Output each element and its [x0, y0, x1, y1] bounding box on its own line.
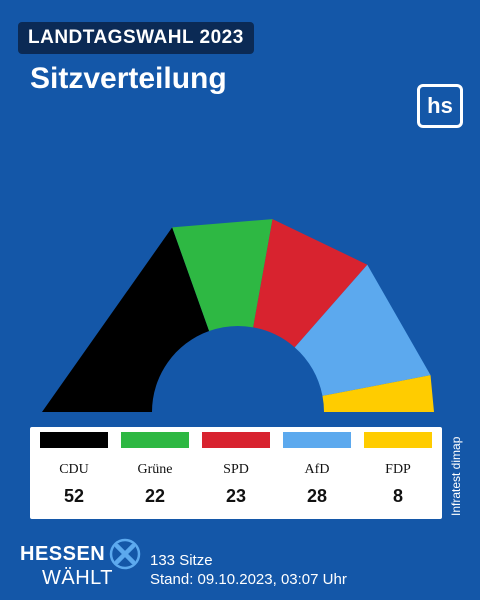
party-swatch-fdp: [364, 432, 432, 448]
seat-segment-fdp: [322, 375, 434, 412]
party-seats: 23: [225, 486, 247, 506]
party-column-afd: AfD 28: [277, 427, 357, 519]
ballot-cross-icon: [109, 538, 141, 570]
party-column-fdp: FDP 8: [358, 427, 438, 519]
seat-chart: [42, 219, 434, 412]
party-name: CDU: [59, 462, 89, 477]
chart-title: Sitzverteilung: [30, 62, 227, 95]
party-column-spd: SPD 23: [196, 427, 276, 519]
party-swatch-cdu: [40, 432, 108, 448]
party-name: SPD: [223, 462, 249, 477]
hessen-waehlt-logo: HESSEN WÄHLT: [20, 538, 141, 591]
party-name: Grüne: [137, 462, 173, 477]
seat-segment-gruene: [172, 219, 273, 331]
hs-logo: hs: [417, 84, 463, 128]
party-seats: 8: [392, 486, 403, 506]
seat-segment-spd: [253, 219, 368, 348]
total-seats-text: 133 Sitze: [150, 552, 213, 569]
seat-segment-afd: [294, 264, 431, 396]
party-legend-table: CDU 52 Grüne 22 SPD 23 AfD 28 FDP 8: [30, 427, 442, 519]
party-seats: 22: [144, 486, 166, 506]
source-credit: Infratest dimap: [449, 436, 463, 516]
party-seats: 28: [306, 486, 328, 506]
timestamp-text: Stand: 09.10.2023, 03:07 Uhr: [150, 571, 347, 588]
party-swatch-gruene: [121, 432, 189, 448]
party-name: FDP: [385, 462, 411, 477]
seat-segment-cdu: [42, 227, 210, 412]
brand-line-1: HESSEN: [20, 543, 106, 565]
party-swatch-spd: [202, 432, 270, 448]
election-badge: LANDTAGSWAHL 2023: [18, 22, 254, 54]
brand-line-2: WÄHLT: [42, 567, 114, 589]
party-column-cdu: CDU 52: [34, 427, 114, 519]
party-seats: 52: [63, 486, 85, 506]
party-swatch-afd: [283, 432, 351, 448]
party-name: AfD: [304, 462, 330, 477]
party-column-gruene: Grüne 22: [115, 427, 195, 519]
